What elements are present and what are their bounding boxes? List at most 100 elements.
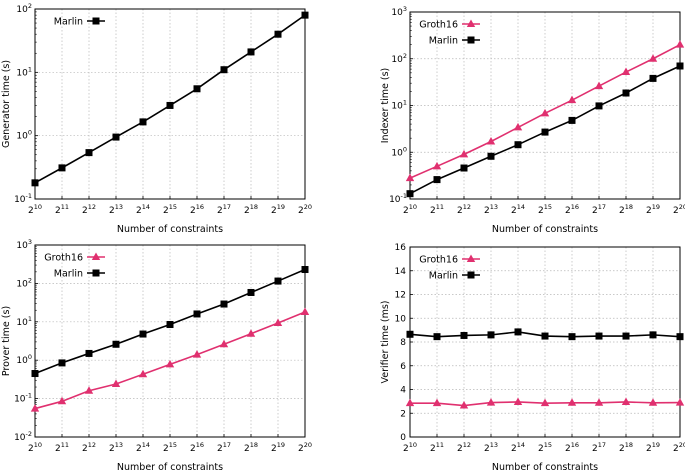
x-tick-label: 211 — [430, 203, 444, 216]
x-axis-label: Number of constraints — [492, 224, 598, 235]
x-tick-label: 219 — [646, 203, 660, 216]
data-point-marlin — [31, 370, 39, 378]
y-tick-label: 101 — [391, 99, 407, 112]
plot-area-frame — [34, 244, 306, 438]
y-tick-label: 8 — [400, 338, 406, 348]
data-point-groth16 — [57, 396, 67, 405]
data-point-marlin — [193, 310, 201, 318]
x-tick-label: 214 — [136, 441, 150, 454]
data-point-groth16 — [432, 161, 442, 170]
data-point-groth16 — [192, 350, 202, 358]
data-point-marlin — [460, 331, 468, 339]
x-tick-label: 213 — [109, 203, 123, 216]
x-tick-label: 215 — [538, 441, 552, 454]
data-point-marlin — [433, 176, 441, 184]
legend-marker-marlin — [467, 36, 475, 44]
y-tick-label: 2 — [400, 409, 406, 419]
x-axis-label: Number of constraints — [117, 224, 223, 235]
legend: Groth16 Marlin — [419, 254, 480, 282]
data-point-marlin — [487, 152, 495, 160]
x-tick-label: 218 — [619, 441, 633, 454]
x-tick-label: 216 — [565, 441, 579, 454]
data-point-groth16 — [30, 404, 40, 412]
chart-panel-verifier: 0 2 4 6 8 10 12 14 16 210 211 212 213 214 215 216 217 218… — [380, 243, 685, 473]
y-tick-label: 6 — [400, 362, 406, 372]
y-tick-label: 10-1 — [14, 392, 32, 405]
x-tick-label: 210 — [28, 203, 42, 216]
legend-marker-groth16 — [466, 254, 476, 262]
x-tick-label: 214 — [136, 203, 150, 216]
x-tick-label: 210 — [403, 203, 417, 216]
plot-area-frame — [409, 246, 681, 438]
x-tick-label: 219 — [646, 441, 660, 454]
data-point-marlin — [166, 321, 174, 329]
data-point-groth16 — [513, 122, 523, 131]
data-point-marlin — [193, 85, 201, 93]
x-tick-label: 220 — [298, 441, 312, 454]
x-axis-label: Number of constraints — [117, 462, 223, 473]
data-point-marlin — [595, 332, 603, 340]
chart-panel-indexer: 10-1 100 101 102 103 210 211 212 213 214 215 216 217… — [380, 5, 685, 235]
legend-label-groth16: Groth16 — [419, 255, 458, 266]
data-point-marlin — [274, 30, 282, 38]
data-point-groth16 — [594, 81, 604, 90]
y-tick-label: 101 — [16, 315, 32, 328]
legend-marker-marlin — [467, 271, 475, 279]
x-tick-label: 220 — [298, 203, 312, 216]
data-point-groth16 — [621, 397, 631, 405]
x-tick-label: 213 — [109, 441, 123, 454]
legend-label-groth16: Groth16 — [44, 253, 83, 264]
data-point-marlin — [514, 328, 522, 336]
y-tick-label: 100 — [16, 353, 32, 366]
x-tick-label: 219 — [271, 441, 285, 454]
x-tick-label: 216 — [565, 203, 579, 216]
x-tick-label: 214 — [511, 441, 525, 454]
x-tick-label: 215 — [538, 203, 552, 216]
x-tick-label: 220 — [673, 441, 685, 454]
x-tick-label: 212 — [457, 441, 471, 454]
y-tick-label: 103 — [16, 238, 32, 251]
data-point-groth16 — [567, 398, 577, 406]
x-tick-label: 217 — [592, 441, 606, 454]
data-point-groth16 — [621, 67, 631, 76]
x-tick-label: 214 — [511, 203, 525, 216]
y-tick-label: 103 — [391, 5, 407, 18]
data-point-groth16 — [594, 398, 604, 406]
legend-marker-groth16 — [91, 252, 101, 260]
data-point-marlin — [301, 266, 309, 274]
data-point-marlin — [139, 118, 147, 126]
data-point-marlin — [220, 66, 228, 74]
data-point-marlin — [649, 331, 657, 339]
y-axis-label: Indexer time (s) — [380, 68, 391, 143]
data-point-marlin — [406, 190, 414, 198]
data-point-groth16 — [486, 398, 496, 406]
x-tick-label: 213 — [484, 203, 498, 216]
legend-marker-marlin — [92, 17, 100, 25]
y-tick-label: 12 — [395, 291, 406, 301]
data-point-marlin — [301, 11, 309, 19]
y-axis-label: Generator time (s) — [1, 60, 12, 148]
data-point-marlin — [139, 330, 147, 338]
data-point-groth16 — [111, 379, 121, 387]
data-point-marlin — [406, 330, 414, 338]
data-point-groth16 — [405, 398, 415, 407]
y-tick-label: 10-1 — [389, 192, 407, 205]
legend-label-marlin: Marlin — [54, 269, 83, 280]
y-tick-label: 10 — [395, 314, 407, 324]
x-tick-label: 211 — [55, 203, 69, 216]
x-tick-label: 218 — [244, 203, 258, 216]
legend-marker-marlin — [92, 269, 100, 277]
data-point-marlin — [568, 116, 576, 124]
x-tick-label: 217 — [217, 441, 231, 454]
data-point-marlin — [622, 89, 630, 97]
data-point-groth16 — [459, 401, 469, 409]
data-point-marlin — [595, 102, 603, 110]
x-tick-label: 215 — [163, 203, 177, 216]
y-tick-label: 16 — [395, 243, 407, 253]
legend-label-marlin: Marlin — [429, 271, 458, 282]
data-point-marlin — [58, 164, 66, 172]
legend-label-groth16: Groth16 — [419, 20, 458, 31]
y-tick-label: 102 — [391, 52, 407, 65]
data-point-marlin — [112, 133, 120, 141]
